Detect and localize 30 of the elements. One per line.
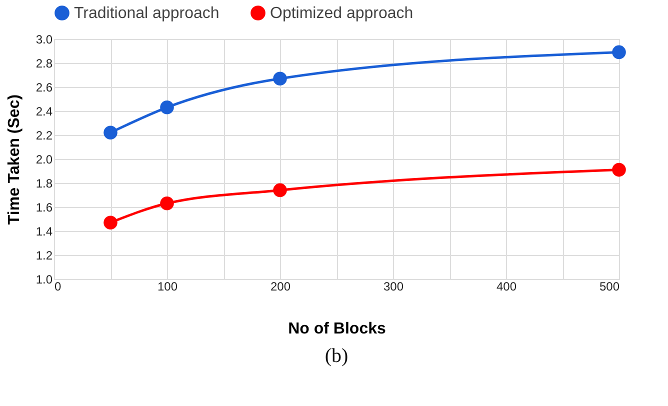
y-tick-label: 2.8 bbox=[36, 56, 53, 70]
x-tick-label: 0 bbox=[54, 280, 62, 294]
y-tick-label: 2.4 bbox=[36, 104, 53, 118]
y-tick-label: 2.2 bbox=[36, 128, 53, 142]
x-tick-label: 200 bbox=[270, 280, 291, 294]
x-tick-label: 300 bbox=[383, 280, 404, 294]
point bbox=[160, 100, 174, 114]
point bbox=[612, 162, 626, 177]
legend-label: Optimized approach bbox=[270, 5, 414, 22]
legend-label: Traditional approach bbox=[74, 5, 220, 22]
point bbox=[104, 126, 118, 140]
x-tick-label: 100 bbox=[157, 280, 178, 294]
x-tick-label: 400 bbox=[496, 280, 517, 294]
y-tick-label: 1.2 bbox=[36, 248, 53, 262]
y-tick-label: 1.6 bbox=[36, 200, 53, 214]
y-tick-label: 2.0 bbox=[36, 152, 53, 166]
y-tick-label: 3.0 bbox=[36, 32, 53, 46]
point bbox=[612, 45, 626, 60]
y-axis-title: Time Taken (Sec) bbox=[6, 94, 23, 225]
x-axis-title: No of Blocks bbox=[288, 320, 386, 338]
point bbox=[273, 72, 287, 86]
y-tick-label: 1.0 bbox=[36, 272, 53, 286]
y-tick-label: 2.6 bbox=[36, 80, 53, 94]
point bbox=[160, 196, 174, 210]
text: (b) bbox=[324, 345, 348, 367]
x-tick-label: 500 bbox=[599, 280, 620, 294]
point bbox=[273, 183, 287, 198]
y-tick-label: 1.8 bbox=[36, 176, 53, 190]
y-tick-label: 1.4 bbox=[36, 224, 53, 238]
point bbox=[104, 216, 118, 230]
